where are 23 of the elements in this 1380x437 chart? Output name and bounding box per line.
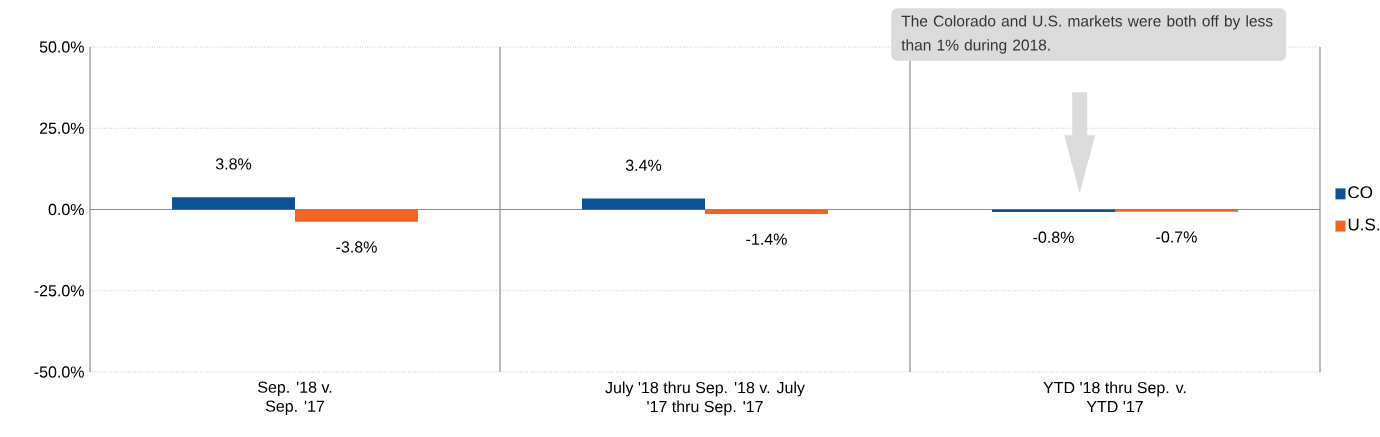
bar bbox=[295, 209, 419, 222]
bar bbox=[172, 197, 296, 210]
data-label: -3.8% bbox=[336, 241, 377, 253]
y-tick-label: -25.0% bbox=[34, 285, 84, 297]
data-label: 3.8% bbox=[215, 158, 252, 170]
legend-label: CO bbox=[1348, 186, 1373, 199]
data-label: -1.4% bbox=[746, 233, 787, 245]
bar bbox=[582, 198, 706, 210]
bar bbox=[1115, 209, 1238, 212]
data-label: -0.8% bbox=[1033, 231, 1074, 243]
y-tick-label: 50.0% bbox=[39, 41, 84, 53]
x-tick-label: Sep. '18 v. Sep. '17 bbox=[258, 381, 332, 416]
x-tick-label: July '18 thru Sep. '18 v. July '17 thru Sep. '17 bbox=[605, 381, 805, 416]
x-tick-label: YTD '18 thru Sep. v. YTD '17 bbox=[1043, 381, 1186, 413]
data-label: -0.7% bbox=[1156, 231, 1197, 243]
y-tick-label: 0.0% bbox=[48, 203, 84, 216]
y-tick-label: 25.0% bbox=[39, 122, 84, 134]
bar bbox=[705, 209, 828, 215]
data-label: 3.4% bbox=[625, 159, 662, 171]
legend-label: U.S. bbox=[1348, 218, 1379, 231]
bar bbox=[992, 209, 1115, 213]
annotation: The Colorado and U.S. markets were both off by less than 1% during 2018. bbox=[901, 15, 1273, 54]
y-tick-label: -50.0% bbox=[34, 366, 84, 378]
